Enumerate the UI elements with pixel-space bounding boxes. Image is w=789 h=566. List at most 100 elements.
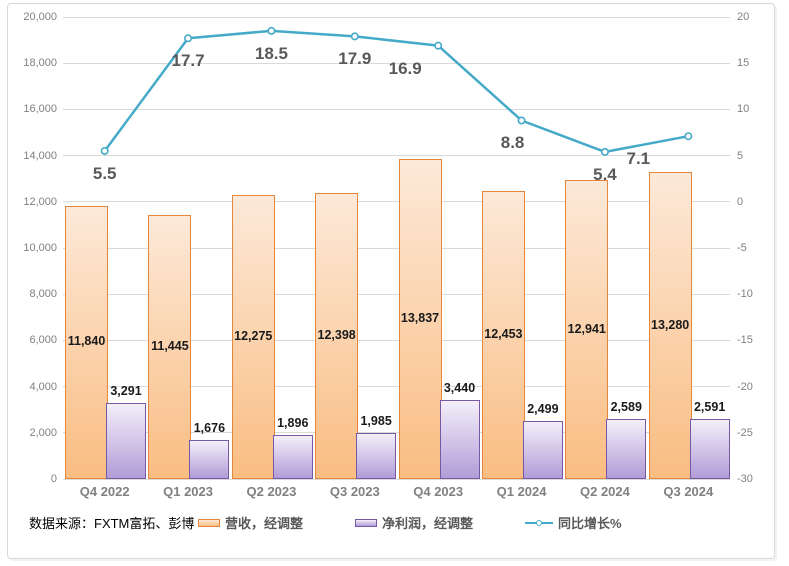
netprofit-bar-label: 2,591 xyxy=(693,400,726,415)
netprofit-bar xyxy=(439,399,480,479)
gridline xyxy=(63,247,730,249)
category-tick-label: Q1 2024 xyxy=(496,484,547,499)
legend-item-netprofit: 净利润，经调整 xyxy=(355,513,473,532)
revenue-bar xyxy=(231,195,275,479)
yoy-line-label: 17.7 xyxy=(171,51,205,71)
revenue-bar-label: 13,837 xyxy=(400,311,440,326)
right-axis-tick-label: -25 xyxy=(737,426,753,439)
netprofit-bar-label: 1,985 xyxy=(360,414,392,429)
yoy-line-marker xyxy=(350,32,359,41)
category-tick-label: Q1 2023 xyxy=(163,484,213,499)
legend-label-netprofit: 净利润，经调整 xyxy=(382,516,474,531)
category-tick-label: Q4 2022 xyxy=(79,484,130,499)
gridline xyxy=(63,478,730,480)
yoy-line-label: 8.8 xyxy=(500,133,525,153)
revenue-swatch-icon xyxy=(198,518,220,527)
right-axis-tick-label: -30 xyxy=(737,473,753,485)
revenue-bar-label: 12,941 xyxy=(567,321,606,336)
right-axis-tick-label: 15 xyxy=(737,57,750,70)
netprofit-bar-label: 3,440 xyxy=(443,380,476,395)
netprofit-bar-label: 3,291 xyxy=(110,383,142,398)
gridline xyxy=(63,201,730,203)
yoy-line-label: 18.5 xyxy=(254,43,288,63)
netprofit-bar xyxy=(356,433,397,479)
category-tick-label: Q3 2024 xyxy=(663,484,714,499)
source-note: 数据来源：FXTM富拓、彭博 xyxy=(29,516,195,531)
left-axis-tick-label: 12,000 xyxy=(23,195,57,208)
category-tick-label: Q4 2023 xyxy=(413,484,464,499)
netprofit-bar-label: 2,499 xyxy=(527,402,559,417)
legend-item-yoy: 同比增长% xyxy=(525,513,622,532)
left-axis-tick-label: 14,000 xyxy=(23,149,57,162)
right-axis-tick-label: 20 xyxy=(737,11,750,23)
netprofit-bar xyxy=(522,421,563,479)
yoy-line-label: 5.5 xyxy=(92,163,117,183)
legend-label-yoy: 同比增长% xyxy=(558,516,622,531)
plot-area: 11,840 11,445 12,275 12,398 13,837 12,453 12,9… xyxy=(63,16,730,480)
yoy-line-marker xyxy=(184,34,193,43)
gridline xyxy=(63,62,730,64)
left-axis-tick-label: 16,000 xyxy=(23,103,57,116)
right-axis-tick-label: -15 xyxy=(737,334,753,347)
yoy-line-label: 7.1 xyxy=(626,149,651,169)
right-axis-tick-label: -20 xyxy=(737,380,753,393)
revenue-bar-label: 12,398 xyxy=(317,327,356,342)
netprofit-bar-label: 2,589 xyxy=(610,400,642,415)
legend: 营收，经调整 净利润，经调整 同比增长% xyxy=(198,513,622,532)
yoy-line-marker xyxy=(600,147,609,156)
left-axis-tick-label: 8,000 xyxy=(29,288,57,301)
left-axis-tick-label: 20,000 xyxy=(23,11,57,23)
right-axis-tick-label: -5 xyxy=(737,242,747,254)
revenue-bar-label: 11,445 xyxy=(151,338,189,353)
yoy-line-path xyxy=(103,29,689,154)
netprofit-bar xyxy=(106,402,146,479)
gridline xyxy=(63,432,730,434)
yoy-line-label: 17.9 xyxy=(338,49,372,69)
right-axis-tick-label: 5 xyxy=(737,149,744,162)
netprofit-bar xyxy=(606,419,647,479)
yoy-line-swatch-icon xyxy=(525,519,554,527)
legend-item-revenue: 营收，经调整 xyxy=(198,513,303,532)
left-axis-tick-label: 0 xyxy=(50,473,57,485)
netprofit-bar xyxy=(189,440,230,479)
revenue-bar xyxy=(398,159,442,479)
left-axis-tick-label: 4,000 xyxy=(29,380,57,393)
right-axis-tick-label: 0 xyxy=(737,195,744,208)
right-axis-tick-label: -10 xyxy=(737,288,753,301)
yoy-line-label: 16.9 xyxy=(388,58,422,78)
gridline xyxy=(63,16,730,18)
netprofit-bar xyxy=(272,435,313,479)
left-axis-tick-label: 10,000 xyxy=(23,242,57,254)
netprofit-swatch-icon xyxy=(355,518,378,527)
category-tick-label: Q3 2023 xyxy=(329,484,380,499)
gridline xyxy=(63,293,730,295)
revenue-bar xyxy=(315,192,359,479)
right-axis-tick-label: 10 xyxy=(737,103,750,116)
gridline xyxy=(63,339,730,341)
yoy-growth-line xyxy=(100,26,693,156)
chart-frame: 11,840 11,445 12,275 12,398 13,837 12,453 12,9… xyxy=(7,3,775,559)
category-tick-label: Q2 2024 xyxy=(580,484,630,499)
netprofit-bar xyxy=(689,419,730,479)
yoy-line-label: 5.4 xyxy=(593,164,617,184)
revenue-bar xyxy=(648,172,692,479)
netprofit-bar-label: 1,896 xyxy=(277,416,309,431)
left-axis-tick-label: 2,000 xyxy=(29,426,57,439)
left-axis-tick-label: 18,000 xyxy=(23,57,57,70)
revenue-bar xyxy=(65,205,108,479)
yoy-line-marker xyxy=(434,41,443,50)
yoy-line-marker xyxy=(100,146,109,155)
revenue-bar xyxy=(565,180,609,479)
yoy-line-marker xyxy=(267,26,276,35)
legend-label-revenue: 营收，经调整 xyxy=(225,516,304,531)
netprofit-bar-label: 1,676 xyxy=(193,421,226,436)
revenue-bar-label: 12,453 xyxy=(484,327,523,342)
revenue-bar-label: 11,840 xyxy=(67,334,106,349)
gridline xyxy=(63,108,730,110)
category-tick-label: Q2 2023 xyxy=(246,484,297,499)
left-axis-tick-label: 6,000 xyxy=(29,334,57,347)
yoy-line-marker xyxy=(684,132,693,141)
revenue-bar xyxy=(481,191,525,479)
gridline xyxy=(63,386,730,388)
